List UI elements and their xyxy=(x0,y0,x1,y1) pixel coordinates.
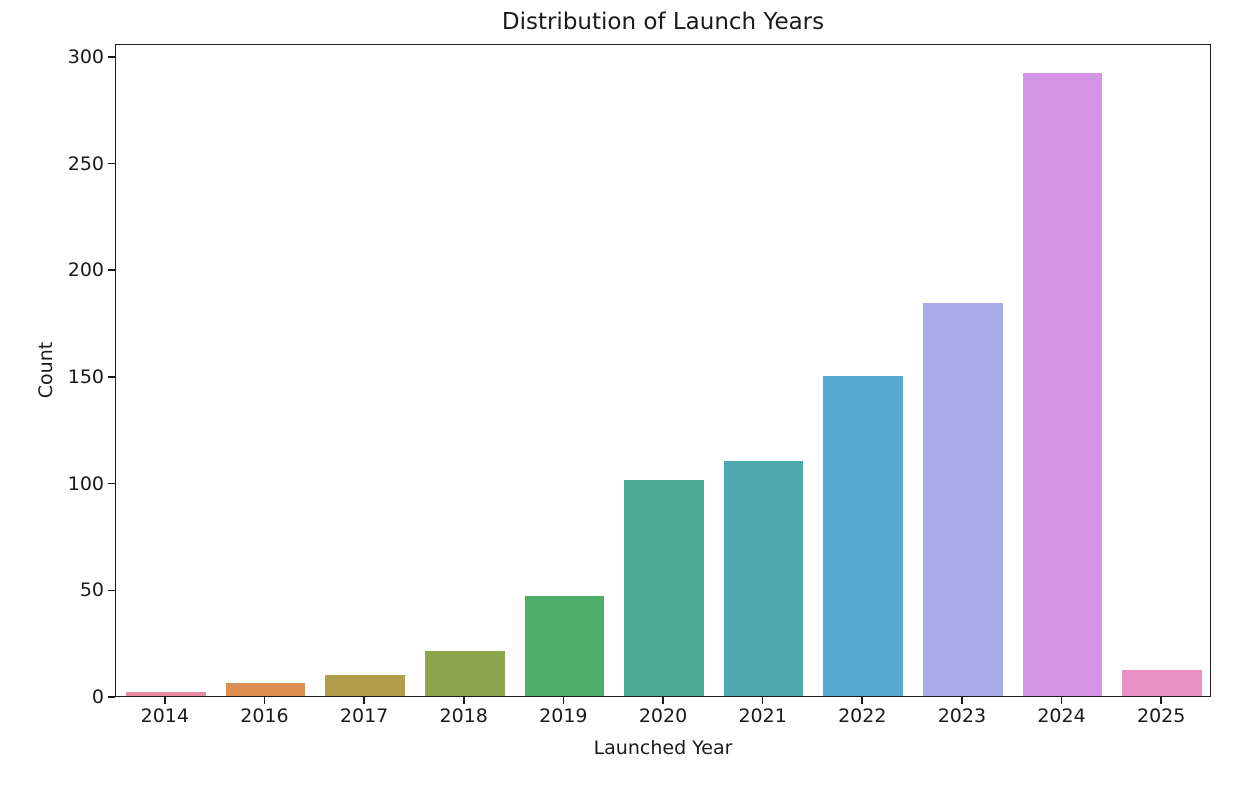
y-tick-mark-250 xyxy=(108,162,115,165)
bar-2023 xyxy=(923,303,1003,696)
y-tick-mark-300 xyxy=(108,56,115,58)
x-tick-label-2024: 2024 xyxy=(1037,705,1086,727)
y-tick-mark-0 xyxy=(108,696,115,698)
chart-title: Distribution of Launch Years xyxy=(501,9,825,35)
y-tick-mark-150 xyxy=(108,376,115,378)
bar-2016 xyxy=(225,683,306,696)
x-tick-label-2016: 2016 xyxy=(240,705,289,727)
bar-2018 xyxy=(424,651,505,696)
x-tick-mark-2022 xyxy=(861,697,864,704)
y-tick-mark-50 xyxy=(108,589,115,592)
x-tick-mark-2019 xyxy=(562,697,565,704)
x-tick-mark-2017 xyxy=(363,697,365,704)
x-tick-mark-2024 xyxy=(1060,697,1063,704)
x-tick-label-2021: 2021 xyxy=(738,705,787,727)
bar-2014 xyxy=(125,691,206,696)
y-tick-label-300: 300 xyxy=(67,45,104,68)
x-tick-mark-2023 xyxy=(961,697,963,704)
bar-2024 xyxy=(1022,72,1103,696)
bar-2019 xyxy=(524,595,605,696)
x-tick-label-2023: 2023 xyxy=(937,705,987,727)
bar-2020 xyxy=(624,480,704,696)
x-tick-mark-2020 xyxy=(662,697,664,704)
x-tick-label-2017: 2017 xyxy=(339,705,389,727)
x-tick-mark-2014 xyxy=(164,697,166,704)
x-tick-mark-2025 xyxy=(1160,697,1162,704)
bar-2022 xyxy=(823,375,904,696)
bar-2021 xyxy=(723,461,804,696)
y-tick-label-250: 250 xyxy=(67,152,104,175)
x-tick-label-2025: 2025 xyxy=(1136,705,1186,727)
x-tick-mark-2016 xyxy=(263,697,266,704)
y-tick-label-0: 0 xyxy=(91,686,104,708)
x-tick-label-2020: 2020 xyxy=(638,705,688,727)
x-tick-mark-2018 xyxy=(462,697,465,704)
x-tick-label-2018: 2018 xyxy=(439,705,488,727)
y-tick-mark-200 xyxy=(108,269,115,271)
x-tick-label-2014: 2014 xyxy=(140,705,189,727)
bar-2017 xyxy=(325,674,405,696)
y-tick-mark-100 xyxy=(108,482,115,485)
y-tick-label-100: 100 xyxy=(67,472,104,495)
x-tick-label-2019: 2019 xyxy=(539,705,588,727)
x-tick-mark-2021 xyxy=(761,697,764,704)
y-tick-label-200: 200 xyxy=(67,259,104,282)
y-axis-label-text: Count xyxy=(35,341,57,399)
plot-area xyxy=(115,44,1211,697)
y-tick-label-150: 150 xyxy=(67,365,104,388)
y-tick-label-50: 50 xyxy=(79,579,104,602)
bar-2025 xyxy=(1122,670,1203,696)
x-axis-label: Launched Year xyxy=(593,737,733,759)
x-tick-label-2022: 2022 xyxy=(838,705,887,727)
